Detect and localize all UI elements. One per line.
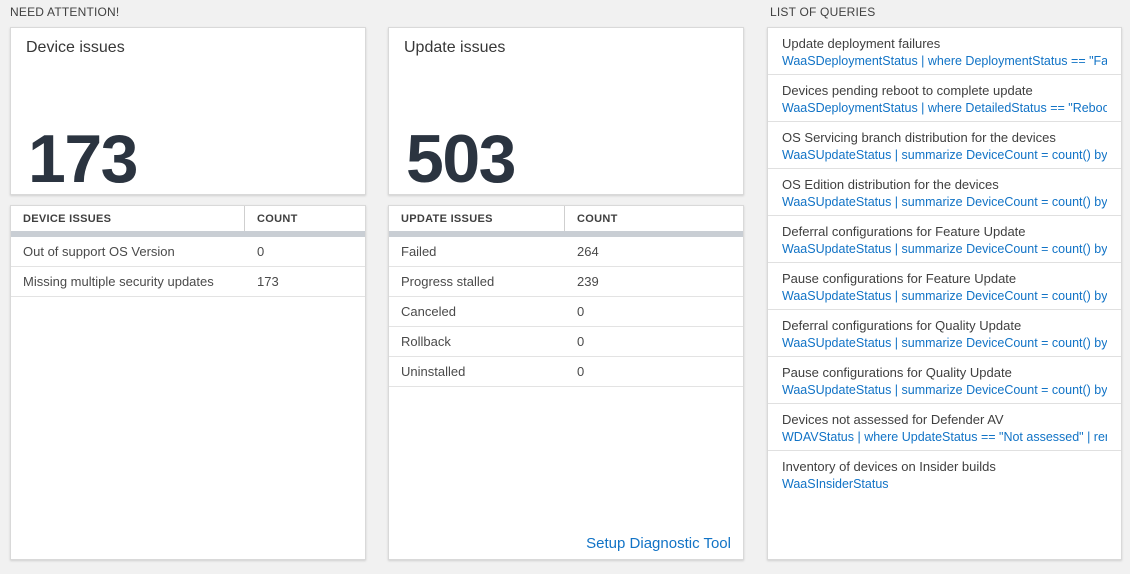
issue-count: 0 (257, 244, 265, 259)
query-list-item[interactable]: Pause configurations for Quality Update … (768, 357, 1121, 404)
update-issues-tile[interactable]: Update issues 503 (388, 27, 744, 195)
need-attention-header: NEED ATTENTION! (10, 5, 120, 19)
issue-count: 239 (577, 274, 599, 289)
device-table-header-issues: DEVICE ISSUES (11, 206, 245, 231)
update-table-header-issues: UPDATE ISSUES (389, 206, 565, 231)
grid-divider-bar (11, 231, 365, 237)
table-row[interactable]: Out of support OS Version 0 (11, 237, 365, 267)
grid-divider-bar (389, 231, 743, 237)
issue-label: Failed (401, 244, 437, 259)
issue-count: 173 (257, 274, 279, 289)
device-table-header-count: COUNT (257, 212, 298, 225)
table-row[interactable]: Missing multiple security updates 173 (11, 267, 365, 297)
device-issues-title: Device issues (26, 39, 125, 56)
update-table-header-row: UPDATE ISSUES COUNT (389, 206, 743, 231)
list-of-queries-header: LIST OF QUERIES (770, 5, 876, 19)
device-issues-tile[interactable]: Device issues 173 (10, 27, 366, 195)
query-link[interactable]: WaaSUpdateStatus | summarize DeviceCount… (782, 242, 1107, 256)
device-issues-count: 173 (28, 121, 138, 197)
issue-count: 0 (577, 304, 585, 319)
query-link[interactable]: WaaSUpdateStatus | summarize DeviceCount… (782, 289, 1107, 303)
update-issues-title: Update issues (404, 39, 506, 56)
query-title: Deferral configurations for Quality Upda… (782, 318, 1022, 333)
issue-label: Canceled (401, 304, 456, 319)
query-title: Update deployment failures (782, 36, 941, 51)
issue-label: Out of support OS Version (23, 244, 175, 259)
query-link[interactable]: WDAVStatus | where UpdateStatus == "Not … (782, 430, 1107, 444)
issue-label: Missing multiple security updates (23, 274, 214, 289)
query-title: Inventory of devices on Insider builds (782, 459, 996, 474)
query-list-item[interactable]: Deferral configurations for Feature Upda… (768, 216, 1121, 263)
query-list-item[interactable]: Deferral configurations for Quality Upda… (768, 310, 1121, 357)
query-title: Pause configurations for Feature Update (782, 271, 1017, 286)
issue-label: Progress stalled (401, 274, 495, 289)
issue-label: Rollback (401, 334, 451, 349)
update-issues-table: UPDATE ISSUES COUNT Failed 264 Progress … (388, 205, 744, 560)
query-link[interactable]: WaaSInsiderStatus (782, 477, 889, 491)
query-title: Devices pending reboot to complete updat… (782, 83, 1033, 98)
query-title: Deferral configurations for Feature Upda… (782, 224, 1026, 239)
table-row[interactable]: Uninstalled 0 (389, 357, 743, 387)
query-title: OS Edition distribution for the devices (782, 177, 999, 192)
query-title: OS Servicing branch distribution for the… (782, 130, 1056, 145)
setup-diagnostic-tool-link[interactable]: Setup Diagnostic Tool (586, 535, 731, 552)
query-link[interactable]: WaaSUpdateStatus | summarize DeviceCount… (782, 383, 1107, 397)
table-row[interactable]: Rollback 0 (389, 327, 743, 357)
device-table-header-row: DEVICE ISSUES COUNT (11, 206, 365, 231)
query-link[interactable]: WaaSDeploymentStatus | where DetailedSta… (782, 101, 1107, 115)
issue-count: 264 (577, 244, 599, 259)
query-list-item[interactable]: Pause configurations for Feature Update … (768, 263, 1121, 310)
device-issues-table: DEVICE ISSUES COUNT Out of support OS Ve… (10, 205, 366, 560)
query-link[interactable]: WaaSUpdateStatus | summarize DeviceCount… (782, 148, 1107, 162)
update-issues-count: 503 (406, 121, 516, 197)
issue-count: 0 (577, 334, 585, 349)
issue-label: Uninstalled (401, 364, 466, 379)
query-list-item[interactable]: OS Edition distribution for the devices … (768, 169, 1121, 216)
issue-count: 0 (577, 364, 585, 379)
query-title: Devices not assessed for Defender AV (782, 412, 1004, 427)
query-list-item[interactable]: Devices not assessed for Defender AV WDA… (768, 404, 1121, 451)
update-table-header-count: COUNT (577, 212, 618, 225)
query-list-item[interactable]: Inventory of devices on Insider builds W… (768, 451, 1121, 498)
table-row[interactable]: Progress stalled 239 (389, 267, 743, 297)
table-row[interactable]: Canceled 0 (389, 297, 743, 327)
query-title: Pause configurations for Quality Update (782, 365, 1012, 380)
query-list-item[interactable]: Update deployment failures WaaSDeploymen… (768, 28, 1121, 75)
query-list-item[interactable]: OS Servicing branch distribution for the… (768, 122, 1121, 169)
query-list-item[interactable]: Devices pending reboot to complete updat… (768, 75, 1121, 122)
query-link[interactable]: WaaSUpdateStatus | summarize DeviceCount… (782, 195, 1107, 209)
table-row[interactable]: Failed 264 (389, 237, 743, 267)
queries-list: Update deployment failures WaaSDeploymen… (767, 27, 1122, 560)
query-link[interactable]: WaaSUpdateStatus | summarize DeviceCount… (782, 336, 1107, 350)
query-link[interactable]: WaaSDeploymentStatus | where DeploymentS… (782, 54, 1107, 68)
